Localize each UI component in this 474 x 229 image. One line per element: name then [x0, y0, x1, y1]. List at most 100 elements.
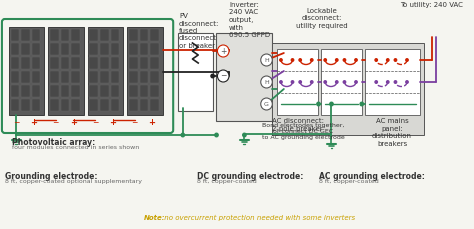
- Text: Bond electrodes together,
or connect DC GEC
to AC grounding electrode: Bond electrodes together, or connect DC …: [262, 123, 345, 140]
- FancyBboxPatch shape: [21, 43, 30, 55]
- FancyBboxPatch shape: [71, 85, 80, 97]
- Circle shape: [394, 59, 397, 61]
- Circle shape: [261, 98, 272, 110]
- Text: AC grounding electrode:: AC grounding electrode:: [319, 172, 425, 181]
- Circle shape: [310, 81, 313, 83]
- FancyBboxPatch shape: [32, 85, 40, 97]
- FancyBboxPatch shape: [32, 43, 40, 55]
- Text: +: +: [109, 118, 116, 127]
- FancyBboxPatch shape: [71, 57, 80, 69]
- FancyBboxPatch shape: [110, 71, 119, 83]
- Circle shape: [394, 81, 397, 83]
- FancyBboxPatch shape: [110, 29, 119, 41]
- FancyBboxPatch shape: [129, 57, 137, 69]
- Circle shape: [211, 74, 214, 78]
- Text: G: G: [264, 101, 269, 106]
- FancyBboxPatch shape: [10, 57, 19, 69]
- Text: −: −: [13, 118, 19, 127]
- FancyBboxPatch shape: [32, 71, 40, 83]
- FancyBboxPatch shape: [139, 85, 148, 97]
- Text: +: +: [220, 46, 227, 55]
- FancyBboxPatch shape: [110, 85, 119, 97]
- FancyBboxPatch shape: [272, 43, 424, 135]
- Circle shape: [317, 102, 320, 106]
- FancyBboxPatch shape: [139, 71, 148, 83]
- Text: Lockable
disconnect:
utility required: Lockable disconnect: utility required: [296, 8, 347, 29]
- FancyBboxPatch shape: [100, 57, 109, 69]
- Circle shape: [292, 81, 294, 83]
- Circle shape: [343, 81, 346, 83]
- Circle shape: [387, 59, 389, 61]
- FancyBboxPatch shape: [10, 71, 19, 83]
- Circle shape: [261, 54, 272, 66]
- FancyBboxPatch shape: [129, 85, 137, 97]
- FancyBboxPatch shape: [10, 99, 19, 111]
- FancyBboxPatch shape: [150, 99, 159, 111]
- FancyBboxPatch shape: [217, 33, 272, 121]
- Circle shape: [310, 59, 313, 61]
- Text: 8 ft, copper-coated optional supplementary: 8 ft, copper-coated optional supplementa…: [5, 179, 142, 184]
- FancyBboxPatch shape: [100, 43, 109, 55]
- FancyBboxPatch shape: [150, 43, 159, 55]
- FancyBboxPatch shape: [90, 57, 98, 69]
- FancyBboxPatch shape: [48, 27, 84, 115]
- FancyBboxPatch shape: [129, 71, 137, 83]
- Text: AC mains
panel:
distribution
breakers: AC mains panel: distribution breakers: [372, 118, 412, 147]
- Circle shape: [299, 59, 301, 61]
- Circle shape: [324, 81, 327, 83]
- Text: DC grounding electrode:: DC grounding electrode:: [197, 172, 304, 181]
- FancyBboxPatch shape: [110, 99, 119, 111]
- FancyBboxPatch shape: [127, 27, 163, 115]
- FancyBboxPatch shape: [129, 29, 137, 41]
- Circle shape: [375, 81, 377, 83]
- Text: H: H: [264, 79, 269, 85]
- Text: H: H: [264, 57, 269, 63]
- Text: AC disconnect:
2-pole breaker: AC disconnect: 2-pole breaker: [272, 118, 324, 131]
- FancyBboxPatch shape: [100, 71, 109, 83]
- FancyBboxPatch shape: [71, 99, 80, 111]
- FancyBboxPatch shape: [150, 57, 159, 69]
- FancyBboxPatch shape: [61, 71, 69, 83]
- FancyBboxPatch shape: [129, 43, 137, 55]
- FancyBboxPatch shape: [21, 57, 30, 69]
- Text: +: +: [70, 118, 77, 127]
- FancyBboxPatch shape: [129, 99, 137, 111]
- FancyBboxPatch shape: [71, 43, 80, 55]
- Circle shape: [218, 45, 229, 57]
- FancyBboxPatch shape: [110, 57, 119, 69]
- Circle shape: [280, 59, 282, 61]
- Text: no overcurrent protection needed with some inverters: no overcurrent protection needed with so…: [162, 215, 355, 221]
- Circle shape: [324, 59, 327, 61]
- Text: +: +: [30, 118, 37, 127]
- FancyBboxPatch shape: [100, 99, 109, 111]
- FancyBboxPatch shape: [110, 43, 119, 55]
- Circle shape: [406, 59, 408, 61]
- Circle shape: [299, 81, 301, 83]
- Circle shape: [375, 59, 377, 61]
- FancyBboxPatch shape: [32, 99, 40, 111]
- FancyBboxPatch shape: [50, 43, 59, 55]
- Text: 8 ft, copper-coated: 8 ft, copper-coated: [319, 179, 379, 184]
- Circle shape: [355, 81, 357, 83]
- Circle shape: [330, 102, 333, 106]
- FancyBboxPatch shape: [139, 43, 148, 55]
- Circle shape: [261, 76, 272, 88]
- FancyBboxPatch shape: [100, 85, 109, 97]
- Circle shape: [360, 102, 364, 106]
- FancyBboxPatch shape: [150, 85, 159, 97]
- Circle shape: [243, 133, 246, 137]
- FancyBboxPatch shape: [10, 43, 19, 55]
- FancyBboxPatch shape: [100, 29, 109, 41]
- FancyBboxPatch shape: [139, 99, 148, 111]
- FancyBboxPatch shape: [88, 27, 123, 115]
- FancyBboxPatch shape: [21, 85, 30, 97]
- Circle shape: [215, 133, 218, 137]
- Circle shape: [336, 59, 338, 61]
- FancyBboxPatch shape: [150, 71, 159, 83]
- FancyBboxPatch shape: [32, 57, 40, 69]
- Circle shape: [218, 70, 229, 82]
- FancyBboxPatch shape: [32, 29, 40, 41]
- FancyBboxPatch shape: [50, 71, 59, 83]
- FancyBboxPatch shape: [50, 29, 59, 41]
- FancyBboxPatch shape: [61, 57, 69, 69]
